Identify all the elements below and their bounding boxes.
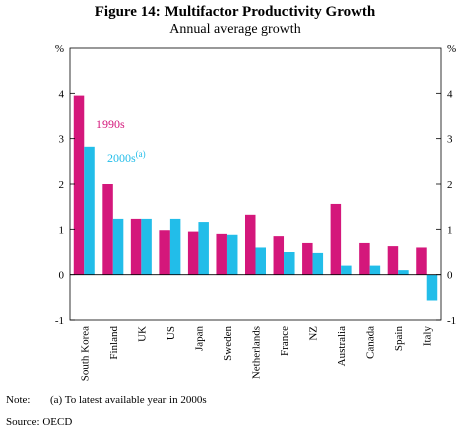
- series-label-2000s: 2000s(a): [107, 149, 146, 165]
- x-tick-label: US: [165, 326, 177, 340]
- bar-2000s-netherlands: [255, 247, 266, 275]
- plot-frame: [69, 47, 442, 321]
- bar-1990s-finland: [102, 184, 113, 275]
- bar-2000s-japan: [198, 222, 209, 275]
- bar-1990s-uk: [130, 218, 142, 275]
- x-tick-label: Italy: [422, 326, 434, 347]
- bar-chart: -1 -1 0 0 1 1 2 2 3 3 4 4%% South Korea Finland UK US J…: [55, 43, 456, 381]
- bar-2000s-italy: [426, 274, 438, 301]
- bar-1990s-canada: [359, 242, 370, 275]
- x-tick-label: Japan: [193, 326, 205, 352]
- x-tick-label: NZ: [308, 326, 320, 341]
- y-tick-label-left: 2: [59, 179, 65, 191]
- bar-2000s-spain: [398, 270, 409, 275]
- chart-subtitle: Annual average growth: [169, 22, 301, 37]
- bar-2000s-canada: [369, 265, 381, 275]
- series-label-2000s-sup: (a): [136, 149, 146, 159]
- y-tick-label-right: -1: [447, 315, 456, 327]
- bar-1990s-netherlands: [245, 214, 256, 275]
- bar-1990s-australia: [330, 203, 342, 275]
- x-tick-label: Canada: [365, 326, 377, 359]
- bar-1990s-france: [273, 236, 285, 275]
- bar-2000s-sweden: [226, 234, 238, 275]
- x-tick-label: Australia: [336, 326, 348, 366]
- chart-note: Note: (a) To latest available year in 200…: [6, 394, 207, 406]
- bar-1990s-spain: [387, 246, 399, 275]
- note-label: Note:: [6, 394, 31, 406]
- bar-2000s-south-korea: [84, 146, 95, 275]
- chart-title: Figure 14: Multifactor Productivity Grow…: [94, 4, 376, 20]
- x-tick-label: UK: [136, 326, 148, 342]
- y-tick-label-left: 4: [59, 88, 65, 100]
- y-tick-label-right: 4: [447, 88, 453, 100]
- bar-2000s-france: [284, 252, 295, 275]
- bar-1990s-us: [159, 230, 170, 275]
- y-tick-label-right: 1: [447, 224, 453, 236]
- x-tick-label: Sweden: [222, 326, 234, 361]
- y-tick-label-right: 3: [447, 134, 453, 146]
- y-tick-label-left: -1: [55, 315, 64, 327]
- x-tick-label: South Korea: [79, 326, 91, 381]
- x-tick-label: France: [279, 326, 291, 356]
- y-tick-label-left: 1: [59, 224, 65, 236]
- bar-1990s-nz: [302, 242, 313, 275]
- chart-source: Source: OECD: [6, 416, 73, 428]
- x-tick-label: Spain: [393, 326, 405, 352]
- x-tick-label: Netherlands: [251, 326, 263, 379]
- x-tick-label: Finland: [108, 326, 120, 360]
- note-text: (a) To latest available year in 2000s: [50, 394, 207, 406]
- bar-2000s-nz: [312, 252, 324, 275]
- bar-2000s-finland: [112, 218, 124, 275]
- unit-label-right: %: [447, 43, 456, 55]
- bar-1990s-italy: [416, 247, 427, 275]
- y-tick-label-left: 0: [59, 270, 65, 282]
- bar-1990s-south-korea: [73, 95, 85, 275]
- unit-label-left: %: [55, 43, 64, 55]
- y-tick-label-right: 2: [447, 179, 453, 191]
- y-tick-label-left: 3: [59, 134, 65, 146]
- bar-2000s-australia: [341, 265, 352, 275]
- bar-1990s-sweden: [216, 233, 227, 275]
- bar-1990s-japan: [187, 231, 199, 275]
- bar-2000s-us: [169, 218, 181, 275]
- y-tick-label-right: 0: [447, 270, 453, 282]
- series-label-1990s: 1990s: [96, 117, 125, 131]
- bar-2000s-uk: [141, 218, 152, 275]
